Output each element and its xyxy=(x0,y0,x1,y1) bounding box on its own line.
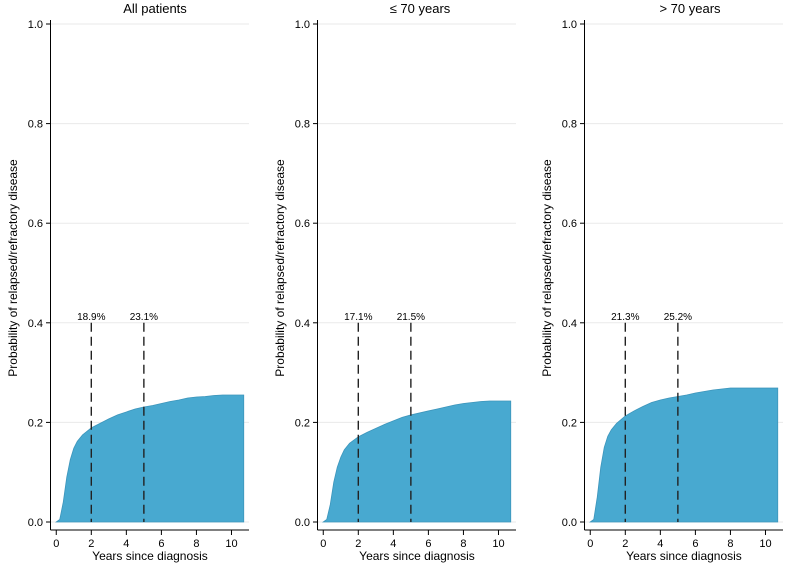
panel-title: All patients xyxy=(123,1,187,16)
y-tick-label: 1.0 xyxy=(295,19,310,31)
y-tick-label: 0.4 xyxy=(295,318,310,330)
y-tick-label: 0.8 xyxy=(562,119,577,131)
annotation-label: 25.2% xyxy=(664,312,692,323)
x-tick-label: 8 xyxy=(727,538,733,550)
y-tick-label: 0.0 xyxy=(28,517,43,529)
y-tick-label: 0.6 xyxy=(295,218,310,230)
x-tick-label: 0 xyxy=(587,538,593,550)
y-tick-label: 0.2 xyxy=(295,417,310,429)
x-tick-label: 2 xyxy=(355,538,361,550)
x-axis-label: Years since diagnosis xyxy=(359,549,475,563)
x-axis-label: Years since diagnosis xyxy=(92,549,208,563)
panel-title: ≤ 70 years xyxy=(390,1,451,16)
x-tick-label: 0 xyxy=(320,538,326,550)
annotation-label: 21.3% xyxy=(611,312,639,323)
y-tick-label: 1.0 xyxy=(562,19,577,31)
y-axis-label: Probability of relapsed/refractory disea… xyxy=(273,159,287,377)
x-tick-label: 10 xyxy=(225,538,237,550)
y-tick-label: 0.4 xyxy=(28,318,43,330)
x-tick-label: 6 xyxy=(425,538,431,550)
x-tick-label: 4 xyxy=(390,538,396,550)
cumulative-incidence-area xyxy=(589,387,779,523)
x-tick-label: 6 xyxy=(692,538,698,550)
y-axis-label: Probability of relapsed/refractory disea… xyxy=(540,159,554,377)
x-tick-label: 2 xyxy=(88,538,94,550)
y-tick-label: 1.0 xyxy=(28,19,43,31)
y-axis-label: Probability of relapsed/refractory disea… xyxy=(6,159,20,377)
panel-title: > 70 years xyxy=(659,1,721,16)
x-tick-label: 8 xyxy=(193,538,199,550)
y-tick-label: 0.0 xyxy=(295,517,310,529)
annotation-label: 18.9% xyxy=(77,312,105,323)
annotation-label: 23.1% xyxy=(130,312,158,323)
x-tick-label: 10 xyxy=(759,538,771,550)
y-tick-label: 0.6 xyxy=(28,218,43,230)
panel-1: 0.0 0.2 0.4 0.6 0.8 1.0 0 2 4 6 8 10 18.9% 23.1% All p… xyxy=(6,1,249,563)
panel-3: 0.0 0.2 0.4 0.6 0.8 1.0 0 2 4 6 8 10 21.3% 25.2% > 70 … xyxy=(540,1,783,563)
annotation-label: 17.1% xyxy=(344,312,372,323)
x-tick-label: 10 xyxy=(492,538,504,550)
cumulative-incidence-area xyxy=(322,400,512,523)
x-tick-label: 0 xyxy=(53,538,59,550)
x-tick-label: 2 xyxy=(622,538,628,550)
panel-2: 0.0 0.2 0.4 0.6 0.8 1.0 0 2 4 6 8 10 17.1% 21.5% ≤ 70 … xyxy=(273,1,516,563)
x-tick-label: 4 xyxy=(657,538,663,550)
x-tick-label: 8 xyxy=(460,538,466,550)
x-axis-label: Years since diagnosis xyxy=(626,549,742,563)
y-tick-label: 0.0 xyxy=(562,517,577,529)
y-tick-label: 0.8 xyxy=(28,119,43,131)
y-tick-label: 0.2 xyxy=(28,417,43,429)
y-tick-label: 0.6 xyxy=(562,218,577,230)
x-tick-label: 6 xyxy=(158,538,164,550)
y-tick-label: 0.4 xyxy=(562,318,577,330)
y-tick-label: 0.2 xyxy=(562,417,577,429)
x-tick-label: 4 xyxy=(123,538,129,550)
y-tick-label: 0.8 xyxy=(295,119,310,131)
cumulative-incidence-area xyxy=(55,394,245,523)
annotation-label: 21.5% xyxy=(397,312,425,323)
